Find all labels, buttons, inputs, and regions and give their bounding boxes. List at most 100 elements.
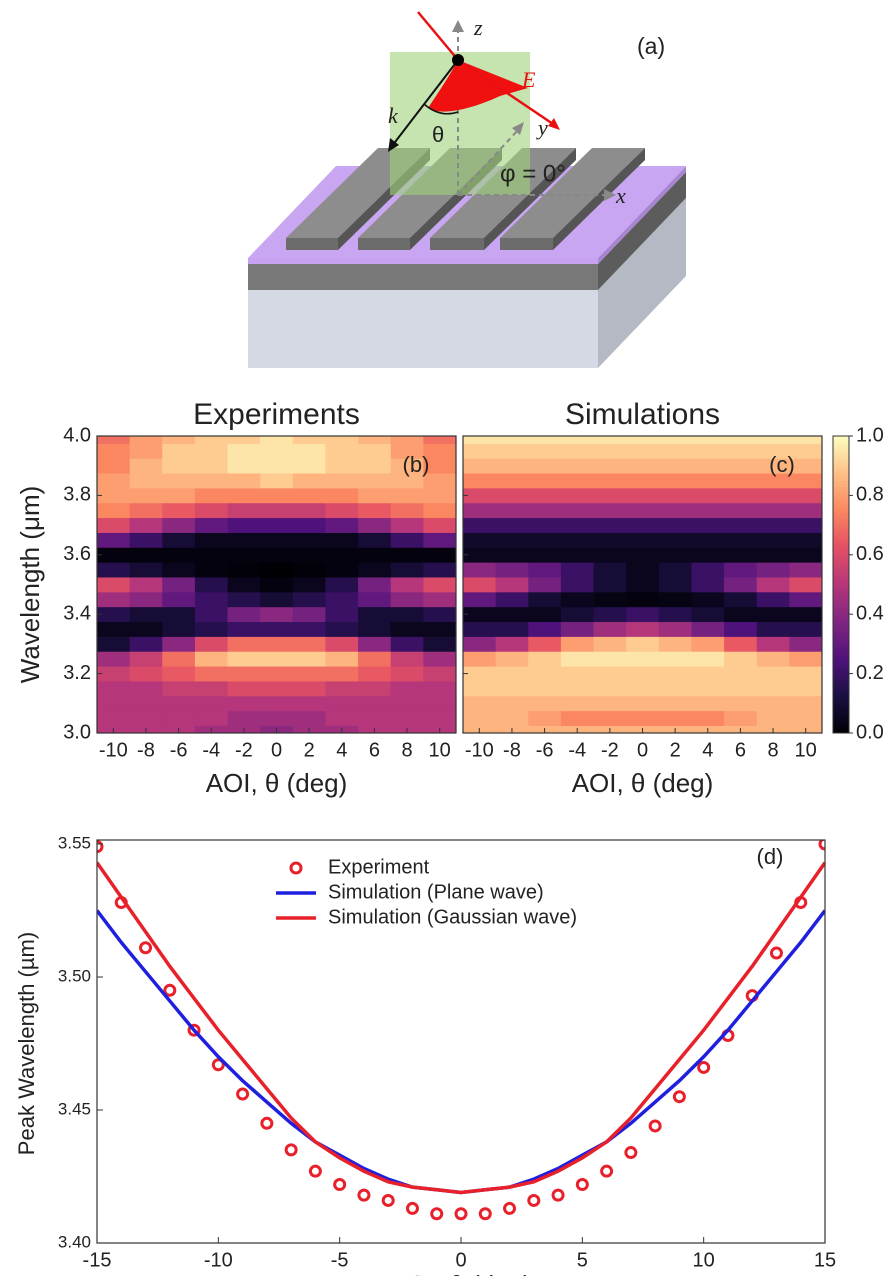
heat-cell: [626, 606, 660, 623]
colorbar-swatch: [833, 679, 849, 684]
y-tick-label: 3.50: [58, 966, 91, 985]
colorbar-swatch: [833, 548, 849, 553]
colorbar-swatch: [833, 637, 849, 642]
heat-cell: [528, 458, 562, 474]
heat-cell: [724, 695, 758, 712]
heat-cell: [626, 577, 660, 593]
heat-cell: [260, 562, 294, 578]
colorbar-swatch: [833, 676, 849, 681]
heat-cell: [691, 621, 725, 637]
heat-cell: [495, 562, 529, 578]
heat-cell: [528, 562, 562, 578]
colorbar-swatch: [833, 602, 849, 606]
heat-cell: [227, 502, 261, 519]
heat-cell: [789, 710, 823, 726]
heat-cell: [756, 532, 790, 548]
heat-cell: [691, 562, 725, 578]
heat-cell: [626, 473, 660, 489]
heat-cell: [463, 651, 497, 667]
heat-cell: [495, 458, 529, 474]
heat-cell: [358, 473, 392, 489]
heat-cell: [194, 636, 228, 652]
heat-cell: [292, 487, 326, 504]
heat-cell: [658, 547, 692, 563]
heat-cell: [658, 562, 692, 578]
heat-cell: [626, 591, 660, 608]
heat-cell: [658, 502, 692, 519]
heat-cell: [194, 621, 228, 637]
data-point: [333, 1177, 347, 1191]
heat-cell: [756, 458, 790, 474]
heat-cell: [325, 577, 359, 593]
heat-cell: [292, 577, 326, 593]
data-point: [454, 1207, 468, 1221]
heat-cell: [658, 517, 692, 533]
x-tick-label: 6: [369, 739, 380, 761]
heat-cell: [325, 517, 359, 533]
heat-cell: [129, 487, 163, 504]
heat-cell: [194, 487, 228, 504]
heat-cell: [194, 458, 228, 474]
heat-cell: [724, 487, 758, 504]
heat-cell: [724, 517, 758, 533]
colorbar-swatch: [833, 727, 849, 731]
colorbar-swatch: [833, 709, 849, 713]
heat-cell: [260, 606, 294, 623]
heat-cell: [560, 517, 594, 533]
data-point: [236, 1087, 250, 1101]
heat-cell: [227, 591, 261, 608]
x-axis-label: AOI, θ (deg): [206, 768, 348, 798]
heat-cell: [724, 621, 758, 637]
heat-cell: [528, 666, 562, 682]
axis-label: y: [536, 115, 548, 140]
heat-cell: [194, 436, 228, 444]
heat-cell: [194, 562, 228, 578]
heat-cell: [390, 695, 424, 712]
colorbar-swatch: [833, 634, 849, 639]
heat-cell: [292, 547, 326, 563]
heat-cell: [194, 666, 228, 682]
heat-cell: [463, 473, 497, 489]
colorbar-swatch: [833, 667, 849, 672]
heat-cell: [593, 443, 627, 459]
heat-cell: [129, 473, 163, 489]
y-tick-label: 3.4: [63, 602, 91, 624]
heat-cell: [463, 502, 497, 519]
heat-cell: [227, 436, 261, 444]
heat-cell: [227, 710, 261, 726]
heat-cell: [194, 695, 228, 712]
x-tick-label: -10: [465, 739, 494, 761]
metal-layer: [248, 264, 598, 290]
heat-cell: [260, 577, 294, 593]
metal-layer-side: [598, 172, 686, 290]
angle-label: θ: [432, 122, 444, 147]
colorbar-swatch: [833, 513, 849, 517]
heat-cell: [593, 651, 627, 667]
heat-cell: [528, 502, 562, 519]
colorbar-swatch: [833, 436, 849, 440]
heat-cell: [97, 517, 131, 533]
heat-cell: [789, 547, 823, 563]
heat-cell: [97, 591, 131, 608]
heat-cell: [528, 436, 562, 444]
heat-cell: [593, 547, 627, 563]
heat-cell: [724, 502, 758, 519]
colorbar-swatch: [833, 706, 849, 710]
heat-cell: [528, 710, 562, 726]
heat-cell: [292, 695, 326, 712]
heat-cell: [260, 502, 294, 519]
heat-cell: [528, 443, 562, 459]
series-line: [97, 861, 825, 1195]
y-axis: [457, 129, 519, 196]
heat-cell: [423, 473, 457, 489]
colorbar-swatch: [833, 599, 849, 603]
heat-cell: [495, 621, 529, 637]
heat-cell: [593, 681, 627, 697]
colorbar-swatch: [833, 590, 849, 594]
heat-cell: [129, 547, 163, 563]
colorbar-swatch: [833, 670, 849, 675]
colorbar-swatch: [833, 682, 849, 686]
heat-cell: [129, 710, 163, 726]
heat-cell: [129, 443, 163, 459]
heat-cell: [325, 695, 359, 712]
